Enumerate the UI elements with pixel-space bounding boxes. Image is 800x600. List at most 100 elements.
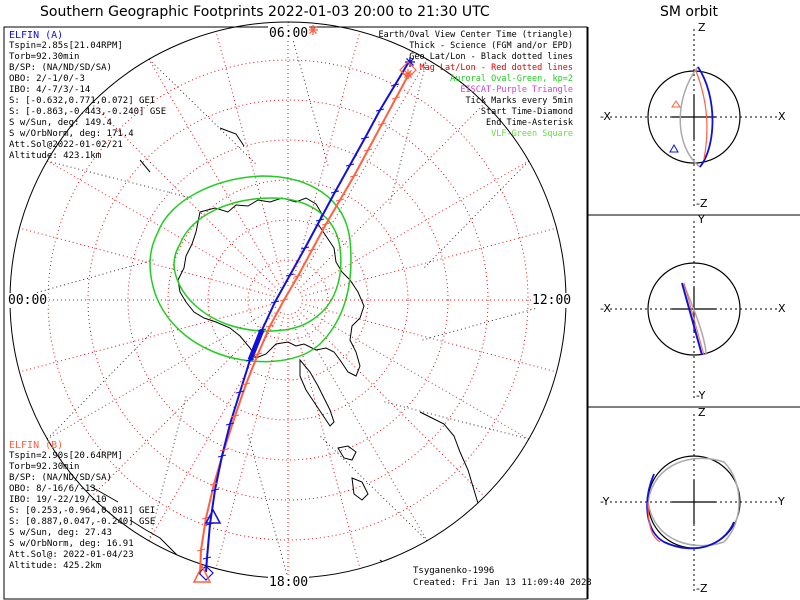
legend-item: Auroral Oval-Green, kp=2 — [450, 74, 573, 84]
sm-orbit-a — [681, 282, 703, 356]
grid-meridian — [294, 311, 428, 542]
info-line: IBO: 19/-22/19/-10 — [9, 495, 107, 505]
coastline — [129, 519, 179, 557]
geo-grid-line — [381, 400, 529, 440]
geo-grid-line — [287, 22, 330, 169]
grid-circle — [87, 99, 489, 501]
elfin-b-tick — [349, 174, 359, 178]
elfin-a-info: ELFIN (A) Tspin=2.85s[21.04RPM] Torb=92.3… — [9, 30, 166, 162]
satellite-tracks — [192, 25, 417, 583]
sm-triangle-a — [669, 143, 679, 153]
sm-label-right: X — [778, 302, 786, 315]
elfin-b-tick — [391, 96, 401, 100]
geo-grid-line — [318, 434, 428, 542]
sm-triangle-b — [671, 100, 681, 108]
sm-orbit-b — [695, 70, 708, 160]
sm-label-top: Z — [698, 406, 706, 419]
legend-item: Earth/Oval View Center Time (triangle) — [378, 30, 573, 40]
sm-label-left: -X — [600, 110, 611, 123]
legend-item: Mag Lat/Lon - Red dotted lines — [419, 63, 573, 73]
elfin-b-tick — [209, 482, 219, 486]
sm-label-left: -X — [600, 302, 611, 315]
legend-item: Tick Marks every 5min — [465, 96, 573, 106]
info-line: B/SP: (NA/ND/SD/SA) — [9, 63, 112, 73]
elfin-a-lines: Tspin=2.85s[21.04RPM] Torb=92.30min B/SP: … — [9, 41, 166, 162]
elfin-a-tick — [300, 246, 310, 250]
coastline — [337, 445, 357, 461]
legend-item: VLF-Green Square — [491, 129, 573, 139]
elfin-b-info: ELFIN (B) Tspin=2.90s[20.64RPM] Torb=92.3… — [9, 440, 155, 572]
legend: Earth/Oval View Center Time (triangle) Th… — [379, 30, 573, 140]
coastline — [299, 358, 335, 427]
grid-meridian — [46, 160, 277, 294]
coastline — [89, 485, 119, 503]
plot-title: Southern Geographic Footprints 2022-01-0… — [40, 4, 490, 20]
grid-meridian — [91, 309, 279, 497]
sm-label-bottom: -Z — [696, 197, 708, 210]
elfin-a-tick — [202, 556, 212, 560]
sm-label-bottom: -Y — [696, 389, 706, 402]
elfin-b-tick — [241, 382, 251, 386]
info-line: Altitude: 423.1km — [9, 151, 102, 161]
clock-label-bottom: 18:00 — [268, 575, 310, 590]
elfin-b-marker — [308, 25, 318, 35]
legend-item: End Time-Asterisk — [486, 118, 573, 128]
coastline — [177, 197, 365, 377]
elfin-a-tick — [375, 108, 385, 112]
coastline — [419, 411, 483, 527]
grid-meridian — [291, 313, 361, 569]
elfin-b-tick — [253, 352, 263, 356]
elfin-a-tick — [245, 358, 255, 362]
elfin-a-name: ELFIN (A) — [9, 30, 64, 41]
sm-label-right: Y — [778, 495, 785, 508]
geo-grid-line — [46, 330, 154, 440]
grid-meridian — [215, 31, 285, 287]
info-line: S w/OrbNorm, deg: 171.4 — [9, 129, 134, 139]
coastline — [219, 127, 245, 147]
sm-orbit-a — [646, 473, 735, 550]
sm-label-bottom: -Z — [696, 582, 708, 595]
start-diamond — [399, 61, 417, 79]
grid-meridian — [148, 58, 282, 289]
elfin-a-tick — [217, 454, 227, 458]
info-line: S: [0.253,-0.964,0.081] GEI — [9, 506, 156, 516]
elfin-b-tick — [265, 324, 275, 328]
elfin-a-tick — [390, 83, 400, 87]
info-line: OBO: 2/-1/0/-3 — [9, 74, 85, 84]
auroral-oval-inner — [173, 197, 342, 332]
sm-earth-circle — [647, 262, 741, 356]
elfin-a-tick — [315, 218, 325, 222]
elfin-a-tick — [345, 163, 355, 167]
grid-circle — [167, 179, 409, 421]
grid-meridian — [46, 306, 277, 440]
grid-circle — [247, 259, 329, 341]
info-line: S: [0.887,0.047,-0.240] GSE — [9, 517, 156, 527]
mag-latlon-grid — [10, 22, 566, 578]
grid-meridian — [299, 160, 530, 294]
created-label: Created: Fri Jan 13 11:09:40 2023 — [413, 578, 592, 588]
info-line: Att.Sol@2022-01-02/21 — [9, 140, 123, 150]
info-line: S: [-0.632,0.771,0.072] GEI — [9, 96, 156, 106]
legend-item: EISCAT-Purple Triangle — [460, 85, 573, 95]
elfin-b-tick — [377, 122, 387, 126]
legend-item: Geo Lat/Lon - Black dotted lines — [409, 52, 573, 62]
clock-label-right: 12:00 — [531, 293, 573, 308]
elfin-a-tick — [225, 422, 235, 426]
grid-circle — [127, 139, 449, 461]
sm-orbit-b — [647, 501, 661, 543]
sm-orbit-gray — [647, 457, 740, 547]
model-label: Tsyganenko-1996 — [413, 566, 495, 576]
coastline — [139, 159, 151, 173]
sm-label-right: X — [778, 110, 786, 123]
grid-meridian — [19, 303, 275, 373]
elfin-b-tick — [363, 148, 373, 152]
info-line: Tspin=2.90s[20.64RPM] — [9, 451, 123, 461]
sm-orbit-b — [683, 282, 705, 356]
elfin-b-tick — [230, 414, 240, 418]
info-line: OBO: 8/-16/6/-13 — [9, 484, 96, 494]
grid-meridian — [215, 313, 285, 569]
elfin-a-end-asterisk — [405, 57, 415, 67]
elfin-b-tick — [196, 548, 206, 552]
elfin-b-track — [199, 71, 411, 575]
elfin-b-tick — [307, 248, 317, 252]
